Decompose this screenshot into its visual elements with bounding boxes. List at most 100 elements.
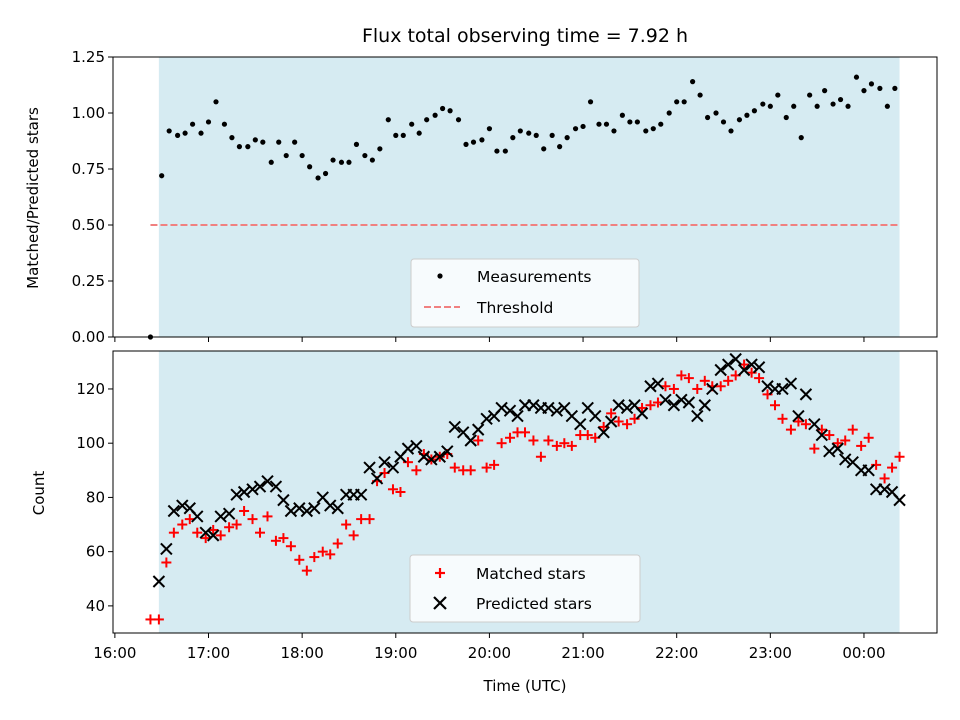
measurement-point [791,103,797,109]
matched-star-point [161,557,172,568]
matched-star-point [239,505,250,516]
predicted-star-point [839,453,852,466]
measurement-point [736,117,743,123]
predicted-star-point [308,502,321,515]
measurement-point [775,92,781,98]
matched-star-point [208,524,219,535]
measurement-point [720,119,727,125]
predicted-star-point [597,426,610,439]
measurement-point [502,148,508,154]
predicted-star-point [222,507,236,520]
measurement-point [198,130,204,136]
measurement-point [704,114,711,121]
matched-star-point [325,549,336,560]
predicted-star-point [706,382,719,396]
measurement-point [166,128,172,134]
matched-star-point [285,541,296,552]
top-x-ticks [114,337,865,342]
predicted-star-point [495,401,508,415]
top-y-axis-label: Matched/Predicted stars [24,107,42,289]
predicted-star-point [378,455,391,469]
measurement-point [455,117,462,123]
matched-star-point [777,413,788,424]
predicted-star-point [363,461,376,474]
bottom-ytick-label: 60 [86,543,105,561]
predicted-star-point [659,393,672,407]
matched-star-point [652,397,663,408]
measurement-point [236,144,243,150]
predicted-star-point [589,409,602,423]
measurement-point [822,88,828,94]
measurement-point [189,121,196,127]
measurement-point [541,146,547,152]
matched-star-point [332,538,343,549]
matched-star-point [582,430,593,441]
top-ytick-label: 0.00 [72,328,105,346]
matched-star-point [200,533,211,544]
predicted-star-point [176,499,189,512]
top-panel: 0.00 0.25 0.50 0.75 1.00 1.25 Matched/Predict… [24,48,938,346]
predicted-star-point [737,363,751,377]
predicted-star-point [246,483,259,496]
predicted-star-point [635,407,649,420]
predicted-star-point [550,404,564,417]
predicted-star-point [691,409,704,423]
measurement-point [369,157,375,163]
predicted-star-point [815,428,829,442]
matched-star-point [465,465,476,476]
predicted-star-point [269,480,283,493]
predicted-star-point [425,453,438,466]
measurement-point [681,99,687,105]
matched-star-point [528,435,539,446]
matched-star-point [505,432,516,443]
measurement-point [330,157,336,163]
predicted-star-point [784,377,798,390]
measurement-point [315,175,321,181]
measurement-point [861,88,867,94]
measurement-point [650,126,656,132]
matched-star-point [262,511,273,522]
predicted-star-point [799,388,813,401]
matched-star-point [606,408,617,419]
top-ytick-label: 1.00 [72,104,105,122]
measurement-point [751,108,758,114]
matched-star-point [153,614,164,625]
measurement-point [221,121,228,127]
matched-star-point [660,381,671,392]
matched-star-point [395,487,406,497]
measurement-point [587,99,594,105]
predicted-star-point [698,399,711,412]
predicted-star-point [448,420,461,434]
legend-predicted-label: Predicted stars [476,595,592,613]
predicted-star-point [831,442,844,455]
measurement-point [767,103,773,109]
matched-star-point [192,527,203,538]
measurement-point [385,117,391,123]
matched-star-point [559,438,570,449]
predicted-star-point [410,439,423,453]
matched-star-point [832,438,843,449]
measurement-point [463,141,469,147]
measurement-point [486,126,493,132]
predicted-star-point [527,399,540,412]
predicted-star-point [293,502,306,515]
matched-star-point [356,514,367,525]
measurement-point [299,152,305,159]
measurement-point [268,159,274,165]
top-y-ticks: 0.00 0.25 0.50 0.75 1.00 1.25 [72,48,113,346]
predicted-star-point [675,393,688,407]
xtick-label: 23:00 [749,644,792,662]
matched-star-point [676,370,687,381]
bottom-ytick-label: 80 [86,488,105,506]
legend-measurements-label: Measurements [477,268,592,286]
measurement-point [213,99,219,105]
measurement-point [205,119,212,125]
top-ytick-label: 0.25 [72,272,105,290]
predicted-star-point [745,358,758,371]
legend-matched-label: Matched stars [476,565,586,583]
matched-star-point [535,451,546,462]
measurement-point [229,135,235,141]
xtick-label: 17:00 [187,644,230,662]
measurement-point [619,112,625,118]
predicted-star-point [199,526,212,539]
